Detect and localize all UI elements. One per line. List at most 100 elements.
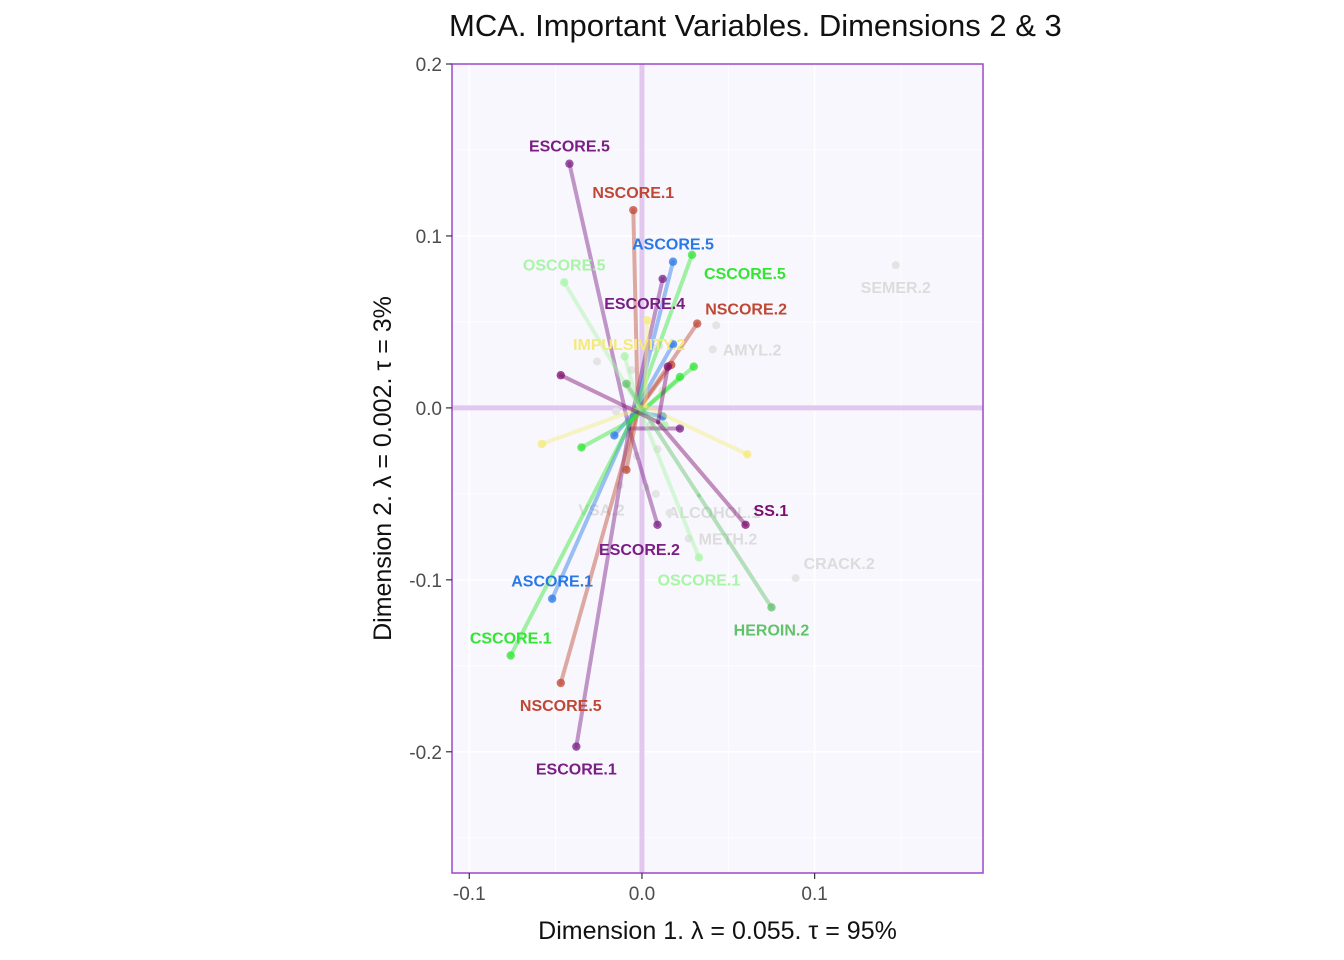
y-axis-title: Dimension 2. λ = 0.002. τ = 3% [369, 296, 397, 641]
series-point-impulsivity-2 [642, 315, 652, 325]
series-point-ascore-2 [610, 431, 619, 440]
plot-panel [452, 64, 983, 873]
series-point-cscore-1 [506, 651, 515, 660]
x-tick-label: 0.1 [801, 884, 827, 905]
background-label-crack-2: CRACK.2 [804, 556, 875, 573]
series-nscore [556, 205, 702, 688]
background-point-bg-9 [624, 429, 633, 438]
point-label-heroin-2: HEROIN.2 [734, 622, 810, 639]
series-point-heroin-2 [767, 603, 776, 612]
series-segment-oscore-1 [636, 403, 701, 560]
background-point-semer-2 [891, 261, 900, 270]
point-label-oscore-1: OSCORE.1 [658, 572, 741, 589]
series-segment-nscore-3 [635, 362, 674, 413]
background-point-bg-3 [655, 341, 664, 350]
background-label-amyl-2: AMYL.2 [723, 342, 782, 359]
chart-title: MCA. Important Variables. Dimensions 2 &… [449, 8, 1062, 43]
point-label-cscore-5: CSCORE.5 [704, 266, 786, 283]
series-segment-escore-1 [574, 426, 632, 749]
series-segment-nscore-1 [631, 208, 640, 413]
x-tick-label: -0.1 [453, 884, 486, 905]
series-point-escore-1 [572, 742, 581, 751]
series-cscore [506, 250, 698, 660]
series-point-cscore-3 [675, 372, 685, 382]
background-point-vsa-2 [615, 481, 624, 490]
series-segment-ascore-2 [612, 409, 638, 438]
series-segment-heroin-2 [696, 493, 774, 610]
series-segment-cscore-1 [508, 418, 634, 658]
background-point-bg-1 [593, 357, 602, 366]
series-point-cscore-5 [687, 250, 697, 260]
series-point-ss-3 [556, 371, 565, 380]
series-segment-cscore-5 [629, 252, 695, 423]
series-segment-impulsivity-2 [643, 318, 650, 409]
series-segment-ss-3 [558, 373, 661, 425]
series-segment-cscore-2 [579, 418, 634, 450]
background-point-bg-8 [646, 421, 655, 430]
background-point-bg-13 [665, 508, 674, 517]
series-segment-impulsivity-1 [539, 404, 648, 446]
y-tick-label: 0.0 [416, 399, 442, 420]
series-ss [556, 362, 750, 530]
background-label-vsa-2: VSA.2 [578, 502, 624, 519]
point-label-nscore-5: NSCORE.5 [520, 698, 602, 715]
background-point-bg-7 [612, 407, 621, 416]
point-label-impulsivity-2: IMPULSIVITY.2 [573, 337, 685, 354]
point-label-escore-2: ESCORE.2 [599, 542, 680, 559]
point-label-escore-4: ESCORE.4 [604, 296, 685, 313]
series-point-cscore-2 [577, 443, 586, 452]
series-point-oscore-3 [620, 352, 629, 361]
series-point-oscore-2 [660, 420, 669, 430]
series-segment-escore-2 [627, 426, 660, 527]
y-tick-label: 0.2 [416, 55, 442, 76]
series-point-impulsivity-3 [743, 450, 752, 459]
point-label-ascore-1: ASCORE.1 [511, 574, 593, 591]
series-point-ascore-1 [547, 594, 557, 603]
series-escore [565, 159, 685, 751]
series-segment-oscore-3 [622, 354, 641, 408]
series-segment-ss-2 [656, 364, 670, 425]
series-segment-impulsivity-3 [643, 404, 750, 457]
series-point-cscore-4 [689, 362, 698, 371]
series-segment-ascore-4 [633, 342, 676, 414]
series-point-ascore-4 [668, 340, 678, 349]
background-point-amyl-1 [712, 321, 721, 330]
point-label-escore-1: ESCORE.1 [536, 762, 617, 779]
series-segment-ascore-1 [550, 409, 638, 601]
point-label-nscore-1: NSCORE.1 [592, 185, 674, 202]
point-label-oscore-5: OSCORE.5 [523, 257, 606, 274]
background-point-meth-2 [684, 534, 693, 543]
background-point-alcohol-1 [651, 489, 660, 498]
series-point-escore-3 [675, 424, 685, 433]
series-segment-ascore-3 [633, 409, 665, 419]
series-lines [506, 159, 776, 751]
series-segment-heroin-1 [624, 381, 701, 498]
point-labels: ESCORE.5 NSCORE.1 ASCORE.5 OSCORE.5 CSCORE.5… [470, 139, 810, 779]
background-point-crack-2 [791, 574, 800, 583]
y-tick-label: 0.1 [416, 227, 442, 248]
series-point-nscore-1 [629, 205, 638, 215]
series-impulsivity [537, 315, 752, 459]
series-point-nscore-5 [556, 678, 565, 688]
x-axis-title: Dimension 1. λ = 0.055. τ = 95% [538, 917, 897, 945]
zero-lines [452, 64, 983, 873]
background-point-bg-12 [641, 482, 650, 491]
background-point-bg-5 [658, 386, 667, 395]
series-point-nscore-4 [622, 465, 631, 474]
background-label-semer-2: SEMER.2 [861, 280, 931, 297]
background-label-alcohol-1: ALCOHOL.1 [668, 505, 761, 522]
series-ascore [547, 257, 678, 603]
point-label-ascore-5: ASCORE.5 [632, 237, 714, 254]
series-heroin [622, 379, 776, 612]
series-segment-cscore-3 [629, 374, 682, 423]
background-point-amyl-2 [708, 345, 717, 354]
series-segment-escore-4 [627, 276, 665, 431]
series-point-oscore-1 [694, 553, 704, 562]
axes: -0.1 0.0 0.1 -0.2 -0.1 0.0 0.1 0.2 [409, 55, 828, 905]
background-label-meth-2: METH.2 [699, 532, 758, 549]
series-segment-ascore-5 [633, 259, 676, 414]
series-point-escore-2 [653, 520, 662, 530]
series-segment-oscore-2 [636, 403, 667, 428]
series-segment-ss-1 [656, 420, 748, 527]
